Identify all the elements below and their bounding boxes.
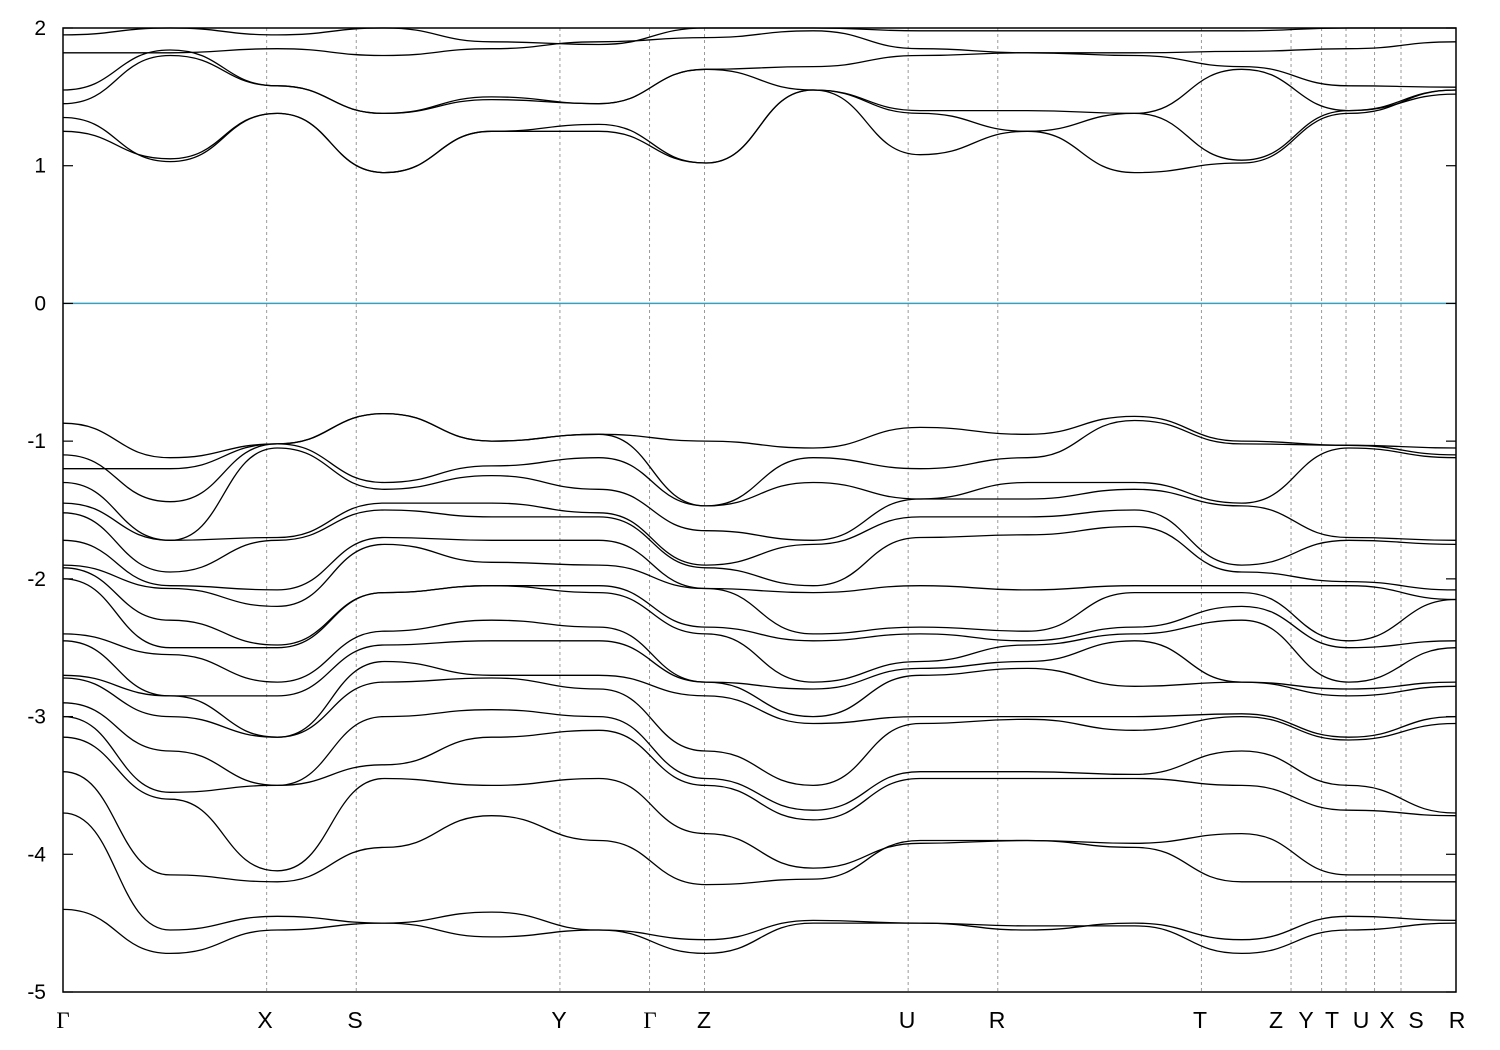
kpoint-label-11: T: [1325, 1007, 1339, 1033]
plot-frame: [62, 27, 1457, 993]
kpoint-label-5: Z: [697, 1007, 711, 1033]
band-c5: [62, 30, 1457, 57]
band-v2: [62, 412, 1457, 507]
band-v11: [62, 619, 1457, 690]
kpoint-label-8: T: [1193, 1007, 1207, 1033]
kpoint-label-12: U: [1353, 1007, 1370, 1033]
band-c2: [62, 89, 1457, 174]
kpoint-label-10: Y: [1298, 1007, 1313, 1033]
band-v6: [62, 509, 1457, 591]
y-tick-label: -1: [27, 430, 46, 453]
band-v9: [62, 567, 1457, 649]
band-v19: [62, 812, 1457, 941]
band-v5: [62, 502, 1457, 566]
band-c3: [62, 54, 1457, 115]
kpoint-label-7: R: [989, 1007, 1006, 1033]
kpoint-label-3: Y: [551, 1007, 566, 1033]
band-v12: [62, 640, 1457, 718]
kpoint-label-4: Γ: [643, 1008, 656, 1033]
y-tick-label: -3: [27, 706, 46, 729]
y-tick-label: -4: [27, 843, 46, 866]
band-c6: [62, 27, 1456, 46]
kpoint-label-13: X: [1379, 1007, 1394, 1033]
y-tick-label: -2: [27, 568, 46, 591]
y-tick-label: 0: [34, 292, 46, 315]
kpoint-label-15: R: [1449, 1007, 1466, 1033]
band-v1: [62, 412, 1457, 459]
band-v8: [62, 543, 1457, 642]
band-v20: [62, 908, 1457, 955]
band-v3: [63, 443, 1457, 507]
band-v10: [62, 578, 1457, 683]
band-v4: [62, 447, 1457, 541]
y-tick-label: -5: [27, 981, 46, 1004]
band-v18: [62, 771, 1456, 886]
band-v17: [62, 736, 1456, 876]
kpoint-label-2: S: [347, 1007, 362, 1033]
y-tick-label: 2: [34, 17, 46, 40]
y-axis-tick-labels: 2 1 0 -1 -2 -3 -4 -5: [27, 17, 46, 1004]
band-v16: [62, 715, 1457, 821]
kpoint-label-9: Z: [1269, 1007, 1283, 1033]
kpoint-label-14: S: [1408, 1007, 1423, 1033]
y-tick-label: 1: [34, 155, 46, 178]
y-axis-ticks: [63, 27, 1456, 993]
kpoint-label-0: Γ: [56, 1008, 69, 1033]
band-lines: [62, 27, 1457, 955]
band-v14: [62, 677, 1457, 787]
band-v15: [62, 702, 1457, 814]
band-c4: [62, 49, 1457, 115]
kpoint-label-6: U: [899, 1007, 916, 1033]
band-v7: [62, 536, 1457, 601]
kpoint-label-1: X: [257, 1007, 272, 1033]
kpoint-divider-lines: [266, 28, 1402, 992]
